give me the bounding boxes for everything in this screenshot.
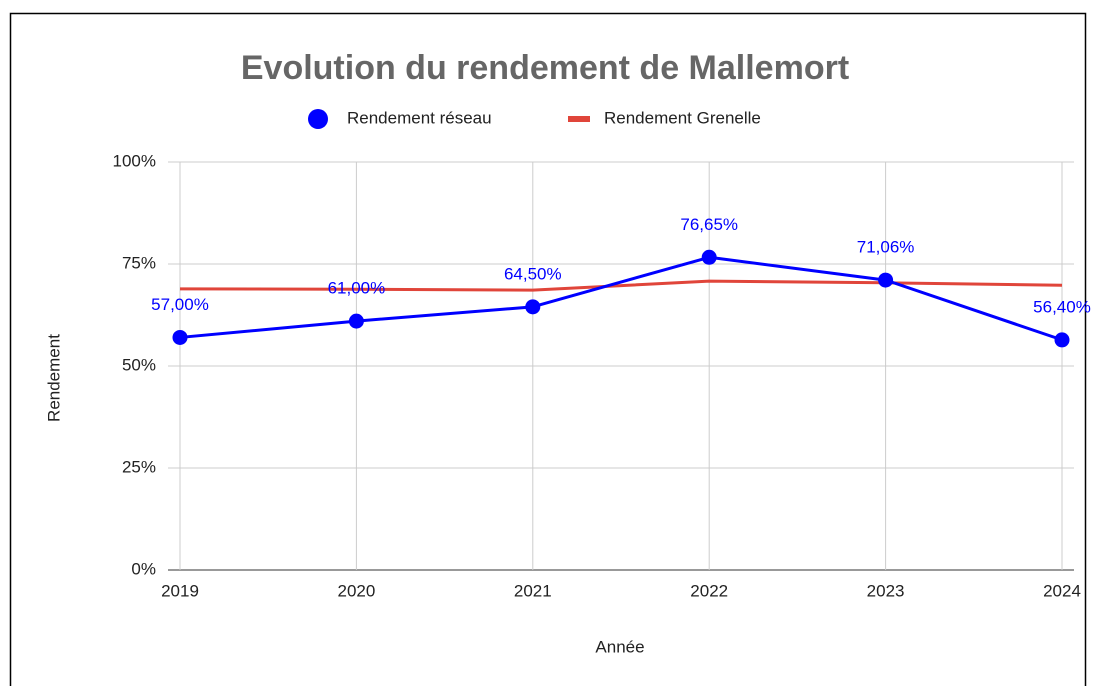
data-label: 61,00% xyxy=(328,279,386,298)
legend-label: Rendement Grenelle xyxy=(604,108,761,127)
data-label: 57,00% xyxy=(151,295,209,314)
chart-title: Evolution du rendement de Mallemort xyxy=(241,49,849,87)
x-tick-label: 2022 xyxy=(690,581,728,600)
data-point xyxy=(172,329,188,345)
series-line xyxy=(179,279,1063,292)
data-point xyxy=(878,272,894,288)
data-label: 56,40% xyxy=(1033,297,1091,316)
x-tick-label: 2020 xyxy=(337,581,375,600)
x-axis-label: Année xyxy=(595,637,644,656)
y-tick-label: 25% xyxy=(122,457,156,476)
data-point xyxy=(525,299,541,315)
data-point xyxy=(1054,332,1070,348)
legend-marker xyxy=(568,116,590,122)
y-tick-label: 0% xyxy=(131,559,156,578)
x-tick-label: 2023 xyxy=(867,581,905,600)
frame xyxy=(9,12,1087,686)
legend-label: Rendement réseau xyxy=(347,108,492,127)
data-label: 71,06% xyxy=(857,238,915,257)
series-line xyxy=(179,255,1063,342)
data-point xyxy=(701,249,717,265)
y-axis-label: Rendement xyxy=(44,334,63,422)
y-tick-label: 50% xyxy=(122,355,156,374)
data-point xyxy=(348,313,364,329)
data-label: 64,50% xyxy=(504,264,562,283)
legend-marker xyxy=(308,109,328,129)
x-tick-label: 2024 xyxy=(1043,581,1081,600)
x-tick-label: 2021 xyxy=(514,581,552,600)
y-tick-label: 75% xyxy=(122,253,156,272)
x-tick-label: 2019 xyxy=(161,581,199,600)
y-tick-label: 100% xyxy=(113,151,156,170)
data-label: 76,65% xyxy=(680,215,738,234)
